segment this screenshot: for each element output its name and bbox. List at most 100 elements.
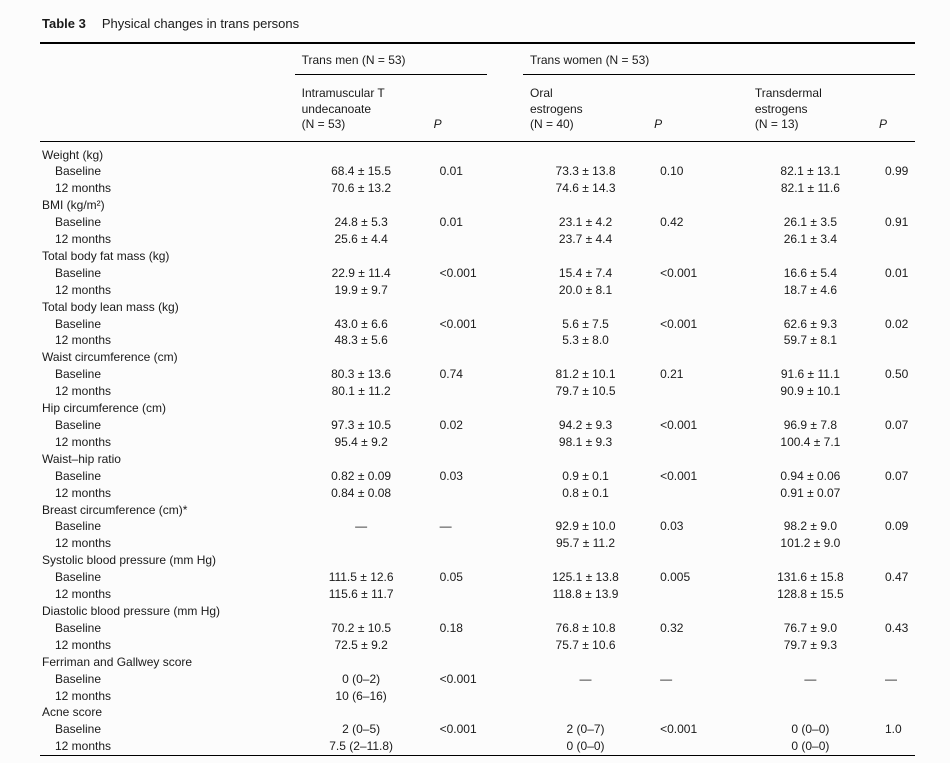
measurement-value: 80.3 ± 13.6 <box>331 367 392 382</box>
measurement-value <box>748 688 873 705</box>
measurement-value: 70.2 ± 10.5 <box>331 620 392 635</box>
column-header-transdermal-estrogens: Transdermal estrogens (N = 13) <box>747 75 873 142</box>
measurement-value: 0.82 ± 0.09 <box>331 468 392 483</box>
column-header-intramuscular-t-undecanoate: Intramuscular T undecanoate (N = 53) <box>294 75 428 142</box>
p-value: <0.001 <box>660 418 698 432</box>
section-label: Waist–hip ratio <box>42 451 121 466</box>
measurement-value: 100.4 ± 7.1 <box>780 434 841 449</box>
group-label-trans-women: Trans women (N = 53) <box>522 53 915 75</box>
p-value: 0.07 <box>884 418 909 432</box>
measurement-value: 128.8 ± 15.5 <box>777 587 844 602</box>
section-row: Hip circumference (cm) <box>40 400 915 417</box>
p-value <box>873 688 915 705</box>
p-value: <0.001 <box>439 316 477 331</box>
measurement-value: 5.3 ± 8.0 <box>562 333 609 348</box>
measurement-value: 16.6 ± 5.4 <box>783 265 838 280</box>
p-value <box>648 738 748 755</box>
measurement-value: 76.7 ± 9.0 <box>783 620 838 635</box>
row-label: Baseline <box>55 519 102 534</box>
p-value <box>873 332 915 349</box>
p-value <box>428 434 523 451</box>
data-row: 12 months 95.4 ± 9.2 98.1 ± 9.3 100.4 ± 7.1 <box>40 434 915 451</box>
row-label: 12 months <box>55 181 112 196</box>
measurement-value: 43.0 ± 6.6 <box>334 316 388 331</box>
p-value <box>873 637 915 654</box>
row-label: 12 months <box>55 434 112 449</box>
measurement-value: 7.5 (2–11.8) <box>329 739 394 754</box>
p-value <box>648 434 748 451</box>
p-value: 0.05 <box>439 570 463 585</box>
row-label: Baseline <box>55 265 102 280</box>
measurement-value: 0.9 ± 0.1 <box>562 468 609 483</box>
measurement-value: 23.7 ± 4.4 <box>558 232 613 247</box>
measurement-value: 76.8 ± 10.8 <box>555 620 616 635</box>
measurement-value: 94.2 ± 9.3 <box>558 418 613 432</box>
table-caption: Table 3 Physical changes in trans persons <box>40 10 915 42</box>
section-label: Acne score <box>42 705 103 720</box>
p-value <box>428 637 523 654</box>
measurement-value: 79.7 ± 9.3 <box>783 637 838 652</box>
data-row: Baseline 68.4 ± 15.5 0.01 73.3 ± 13.8 0.10 82… <box>40 163 915 180</box>
section-label: Total body fat mass (kg) <box>42 248 170 263</box>
measurement-value: 2 (0–7) <box>566 722 605 737</box>
row-label: 12 months <box>55 536 112 551</box>
measurement-value: 0.8 ± 0.1 <box>562 485 609 500</box>
measurement-value: — <box>579 671 592 686</box>
measurement-value: 15.4 ± 7.4 <box>558 265 613 280</box>
measurement-value: 0.84 ± 0.08 <box>331 485 392 500</box>
section-label: Breast circumference (cm)* <box>42 502 188 517</box>
p-value <box>428 332 523 349</box>
row-label: Baseline <box>55 468 102 483</box>
row-label: 12 months <box>55 637 112 652</box>
data-row: 12 months 70.6 ± 13.2 74.6 ± 14.3 82.1 ± 11… <box>40 180 915 197</box>
p-value <box>873 180 915 197</box>
measurement-value: 0 (0–2) <box>342 671 381 686</box>
section-row: Total body fat mass (kg) <box>40 248 915 265</box>
group-header-trans-women: Trans women (N = 53) <box>522 43 915 75</box>
measurement-value: 18.7 ± 4.6 <box>783 282 838 297</box>
measurement-value: 0.91 ± 0.07 <box>780 485 841 500</box>
measurement-value: 70.6 ± 13.2 <box>331 181 392 196</box>
measurement-value: 0 (0–0) <box>791 739 830 754</box>
p-value: 0.91 <box>884 215 909 230</box>
p-value <box>648 688 748 705</box>
section-label: Ferriman and Gallwey score <box>42 654 193 669</box>
measurement-value: 81.2 ± 10.1 <box>555 367 616 382</box>
measurement-value: 26.1 ± 3.5 <box>783 215 838 230</box>
data-row: Baseline 22.9 ± 11.4 <0.001 15.4 ± 7.4 <0.00… <box>40 265 915 282</box>
measurement-value: 48.3 ± 5.6 <box>334 333 388 348</box>
p-value: 1.0 <box>884 722 902 737</box>
measurement-value: 95.4 ± 9.2 <box>334 434 388 449</box>
column-header-row: Intramuscular T undecanoate (N = 53) P O… <box>40 75 915 142</box>
section-row: Diastolic blood pressure (mm Hg) <box>40 603 915 620</box>
data-row: 12 months 19.9 ± 9.7 20.0 ± 8.1 18.7 ± 4.6 <box>40 282 915 299</box>
section-label: Systolic blood pressure (mm Hg) <box>42 553 217 568</box>
p-value <box>428 485 523 502</box>
measurement-value: 98.2 ± 9.0 <box>783 519 838 534</box>
data-row: 12 months 48.3 ± 5.6 5.3 ± 8.0 59.7 ± 8.1 <box>40 332 915 349</box>
data-row: 12 months 10 (6–16) <box>40 688 915 705</box>
p-value <box>648 637 748 654</box>
measurement-value: 62.6 ± 9.3 <box>783 316 838 331</box>
column-header-p-trans-men: P <box>427 75 523 142</box>
measurement-value: 73.3 ± 13.8 <box>555 164 616 179</box>
measurement-value: 20.0 ± 8.1 <box>558 282 613 297</box>
measurement-value: — <box>804 671 817 686</box>
data-row: Baseline 0 (0–2) <0.001 — — — — <box>40 671 915 688</box>
data-row: Baseline 2 (0–5) <0.001 2 (0–7) <0.001 0 (0–0… <box>40 721 915 738</box>
measurement-value: 125.1 ± 13.8 <box>552 570 619 585</box>
measurement-value: 26.1 ± 3.4 <box>783 232 838 247</box>
p-value <box>873 535 915 552</box>
p-value <box>648 282 748 299</box>
p-value: 0.43 <box>884 620 909 635</box>
section-row: Total body lean mass (kg) <box>40 299 915 316</box>
group-label-trans-men: Trans men (N = 53) <box>294 53 487 75</box>
row-label: Baseline <box>55 164 102 179</box>
p-value: <0.001 <box>660 265 698 280</box>
measurement-value: 22.9 ± 11.4 <box>331 265 391 280</box>
data-row: Baseline — — 92.9 ± 10.0 0.03 98.2 ± 9.0 0.09 <box>40 518 915 535</box>
data-row: 12 months 25.6 ± 4.4 23.7 ± 4.4 26.1 ± 3.4 <box>40 231 915 248</box>
section-row: Systolic blood pressure (mm Hg) <box>40 552 915 569</box>
section-row: Weight (kg) <box>40 141 915 163</box>
